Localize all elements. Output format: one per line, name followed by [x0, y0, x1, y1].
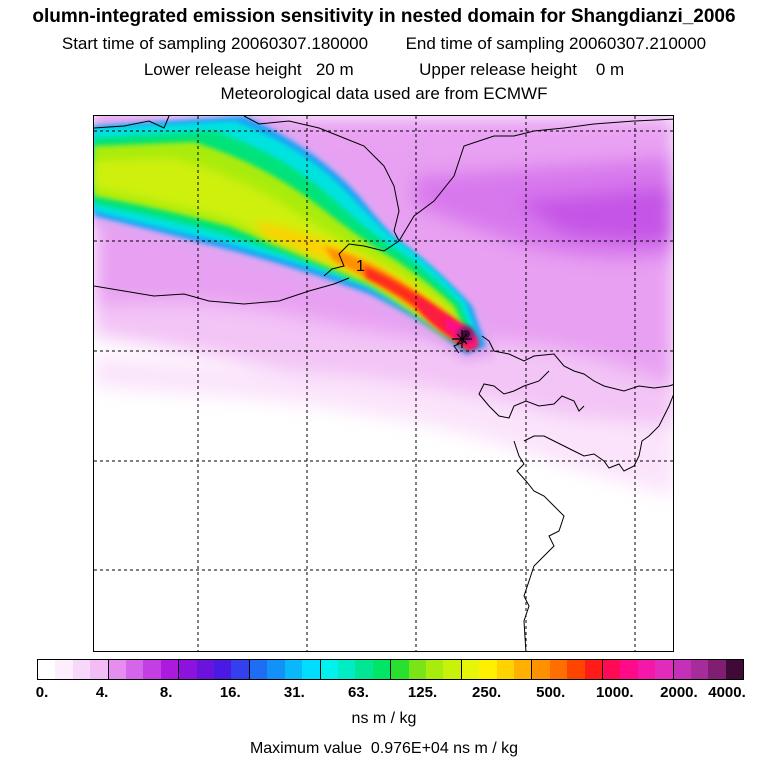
colorbar-swatch	[55, 660, 73, 679]
colorbar-swatch	[372, 660, 391, 679]
sensitivity-map: 1	[94, 116, 673, 651]
colorbar-swatch	[231, 660, 249, 679]
colorbar-swatch	[284, 660, 303, 679]
colorbar-tick-label: 4000.	[708, 684, 746, 701]
lower-value: 20 m	[315, 60, 354, 79]
colorbar-swatch	[337, 660, 356, 679]
release-number-label: 1	[356, 258, 365, 275]
colorbar-tick-label: 2000.	[660, 684, 698, 701]
colorbar-swatch	[460, 660, 480, 679]
colorbar-swatch	[355, 660, 373, 679]
colorbar-swatch	[620, 660, 638, 679]
colorbar-swatch	[584, 660, 602, 679]
colorbar	[37, 659, 744, 680]
colorbar-swatch	[126, 660, 144, 679]
colorbar-swatch	[408, 660, 426, 679]
colorbar-swatch	[196, 660, 215, 679]
colorbar-swatch	[38, 660, 56, 679]
colorbar-swatch	[90, 660, 108, 679]
colorbar-tick-label: 63.	[348, 684, 369, 701]
colorbar-swatch	[496, 660, 514, 679]
colorbar-swatch	[672, 660, 692, 679]
colorbar-swatch	[531, 660, 550, 679]
start-value: 20060307.180000	[231, 34, 369, 53]
colorbar-swatch	[549, 660, 568, 679]
upper-label: Upper release height	[419, 60, 577, 79]
colorbar-swatch	[107, 660, 127, 679]
colorbar-swatch	[302, 660, 320, 679]
colorbar-swatch	[479, 660, 497, 679]
colorbar-units: ns m / kg	[351, 710, 417, 727]
release-heights: Lower release height 20 m Upper release …	[0, 60, 768, 80]
colorbar-swatch	[637, 660, 656, 679]
start-label: Start time of sampling	[61, 34, 227, 53]
colorbar-swatch	[655, 660, 673, 679]
colorbar-swatch	[248, 660, 268, 679]
colorbar-tick-label: 250.	[472, 684, 502, 701]
colorbar-swatch	[319, 660, 338, 679]
end-value: 20060307.210000	[569, 34, 707, 53]
sampling-times: Start time of sampling 20060307.180000 E…	[0, 34, 768, 54]
lower-label: Lower release height	[143, 60, 302, 79]
colorbar-tick-label: 1000.	[596, 684, 634, 701]
colorbar-swatch	[708, 660, 726, 679]
colorbar-swatch	[390, 660, 409, 679]
max-label: Maximum value	[249, 740, 362, 757]
release-point-marker: 1	[356, 258, 472, 348]
maximum-value: Maximum value 0.976E+04 ns m / kg	[0, 740, 768, 758]
lat-lon-grid	[94, 116, 673, 651]
colorbar-swatch	[725, 660, 744, 679]
colorbar-swatch	[267, 660, 285, 679]
colorbar-swatch	[72, 660, 91, 679]
borders-coastlines	[94, 116, 673, 651]
colorbar-swatch	[691, 660, 709, 679]
colorbar-tick-label: 4.	[95, 684, 109, 701]
colorbar-swatch	[513, 660, 532, 679]
colorbar-swatch	[178, 660, 197, 679]
colorbar-tick-label: 500.	[536, 684, 566, 701]
end-label: End time of sampling	[405, 34, 565, 53]
colorbar-swatch	[143, 660, 161, 679]
colorbar-swatch	[602, 660, 621, 679]
colorbar-swatch	[160, 660, 179, 679]
plot-title: olumn-integrated emission sensitivity in…	[32, 6, 736, 27]
colorbar-tick-label: 31.	[283, 684, 305, 701]
colorbar-swatch	[443, 660, 461, 679]
max-value: 0.976E+04 ns m / kg	[370, 740, 519, 757]
upper-value: 0 m	[595, 60, 625, 79]
colorbar-tick-label: 125.	[407, 684, 438, 701]
sensitivity-plume	[94, 116, 494, 361]
met-data-note: Meteorological data used are from ECMWF	[220, 84, 548, 103]
colorbar-swatch	[567, 660, 585, 679]
colorbar-swatch	[425, 660, 444, 679]
colorbar-tick-label: 0.	[35, 684, 49, 701]
colorbar-tick-label: 16.	[219, 684, 241, 701]
colorbar-swatch	[214, 660, 232, 679]
map-panel: 1	[93, 115, 674, 652]
colorbar-tick-label: 8.	[159, 684, 173, 701]
